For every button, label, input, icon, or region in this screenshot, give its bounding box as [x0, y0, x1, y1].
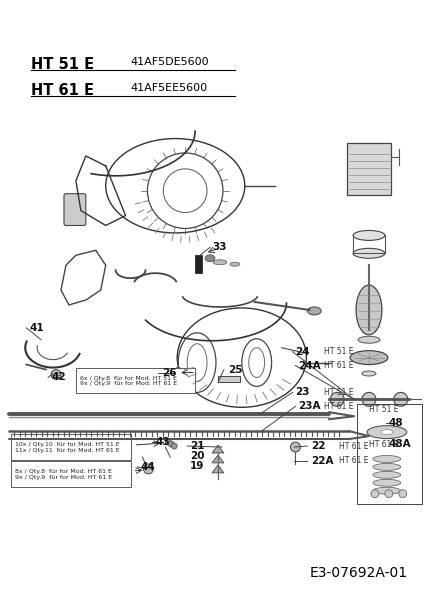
Bar	[195, 255, 202, 273]
Text: 24A: 24A	[298, 361, 321, 371]
Bar	[357, 404, 421, 503]
Text: 19: 19	[190, 461, 204, 471]
Ellipse shape	[230, 262, 240, 266]
Text: HT 61 E: HT 61 E	[31, 83, 94, 98]
Ellipse shape	[367, 425, 407, 439]
Text: HT 61 E: HT 61 E	[324, 402, 354, 411]
Ellipse shape	[373, 479, 401, 486]
Text: HT 51 E: HT 51 E	[324, 347, 354, 356]
Text: 10x / Qty.10  für for Mod. HT 51 E
11x / Qty.11  für for Mod. HT 61 E: 10x / Qty.10 für for Mod. HT 51 E 11x / …	[15, 442, 120, 453]
Text: 22A: 22A	[311, 456, 334, 466]
Text: 43: 43	[155, 437, 170, 447]
Circle shape	[171, 443, 177, 449]
Ellipse shape	[213, 260, 227, 265]
Ellipse shape	[205, 255, 215, 262]
Text: HT 51 E: HT 51 E	[369, 405, 399, 414]
Polygon shape	[212, 455, 224, 463]
Circle shape	[168, 441, 174, 447]
Ellipse shape	[307, 307, 321, 315]
Circle shape	[290, 442, 301, 452]
Circle shape	[362, 392, 376, 406]
Bar	[11, 461, 131, 487]
Polygon shape	[212, 445, 224, 453]
Text: 41AF5DE5600: 41AF5DE5600	[131, 56, 209, 67]
Ellipse shape	[373, 472, 401, 478]
Text: HT 61 E: HT 61 E	[339, 442, 368, 451]
Text: 41AF5EE5600: 41AF5EE5600	[131, 83, 208, 94]
Circle shape	[51, 370, 61, 379]
Text: 20: 20	[190, 451, 205, 461]
Text: 48: 48	[389, 418, 404, 428]
Bar	[76, 368, 195, 394]
Circle shape	[371, 490, 379, 497]
Text: 8x / Qty.8  für for Mod. HT 61 E
9x / Qty.9  für for Mod. HT 61 E: 8x / Qty.8 für for Mod. HT 61 E 9x / Qty…	[15, 469, 112, 479]
Text: HT 61 E: HT 61 E	[324, 361, 354, 370]
Circle shape	[330, 392, 344, 406]
Circle shape	[394, 392, 408, 406]
Bar	[11, 434, 131, 460]
Ellipse shape	[356, 285, 382, 335]
Text: 21: 21	[190, 441, 205, 451]
Ellipse shape	[373, 463, 401, 470]
Ellipse shape	[350, 350, 388, 365]
Ellipse shape	[362, 371, 376, 376]
Text: 33: 33	[212, 242, 226, 253]
Text: 41: 41	[29, 323, 44, 333]
Ellipse shape	[358, 336, 380, 343]
Ellipse shape	[353, 230, 385, 241]
Ellipse shape	[353, 248, 385, 258]
Circle shape	[165, 439, 171, 445]
Text: 48A: 48A	[389, 439, 411, 449]
Text: HT 61 E: HT 61 E	[339, 457, 368, 466]
Text: 25: 25	[228, 365, 243, 374]
Text: 26: 26	[162, 368, 177, 377]
Text: 24: 24	[296, 347, 310, 356]
Text: 23: 23	[296, 388, 310, 397]
Text: HT 51 E: HT 51 E	[324, 388, 354, 397]
Text: HT 51 E: HT 51 E	[31, 56, 94, 71]
Polygon shape	[212, 465, 224, 473]
Text: HT 61 E: HT 61 E	[369, 440, 399, 449]
Ellipse shape	[381, 430, 393, 434]
Text: E3-07692A-01: E3-07692A-01	[310, 566, 408, 580]
Text: 44: 44	[140, 462, 155, 472]
Text: 6x / Qty.8  für for Mod. HT 51 E
9x / Qty.9  für for Mod. HT 61 E: 6x / Qty.8 für for Mod. HT 51 E 9x / Qty…	[80, 376, 177, 386]
Circle shape	[174, 368, 182, 376]
FancyBboxPatch shape	[64, 194, 86, 226]
Circle shape	[399, 490, 407, 497]
Ellipse shape	[373, 455, 401, 463]
Ellipse shape	[373, 487, 401, 494]
Bar	[347, 143, 391, 194]
Circle shape	[385, 490, 393, 497]
Text: 22: 22	[311, 441, 326, 451]
Text: 42: 42	[51, 373, 66, 382]
Text: 23A: 23A	[298, 401, 321, 411]
Bar	[218, 376, 240, 382]
Circle shape	[143, 464, 153, 474]
